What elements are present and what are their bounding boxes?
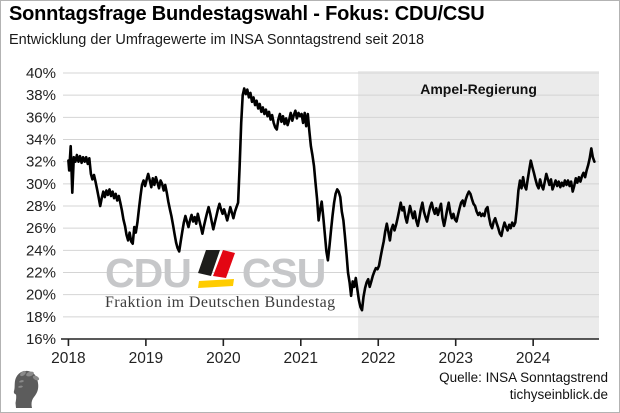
tichys-einblick-logo-icon [13, 370, 40, 408]
cdu-csu-logo-row: CDU CSU [105, 249, 336, 296]
y-tick-label: 30% [26, 176, 56, 193]
x-tick-label: 2023 [438, 350, 472, 367]
x-tick-label: 2020 [206, 350, 241, 367]
x-tick-label: 2024 [516, 350, 551, 367]
poll-line [67, 87, 596, 312]
y-tick-label: 34% [26, 132, 56, 149]
fraktion-caption: Fraktion im Deutschen Bundestag [105, 294, 336, 311]
y-tick-label: 38% [26, 87, 56, 104]
x-tick-label: 2019 [129, 350, 163, 367]
page-title: Sonntagsfrage Bundestagswahl - Fokus: CD… [9, 3, 485, 25]
cdu-wordmark: CDU [105, 249, 192, 296]
y-tick-label: 40% [26, 65, 56, 82]
y-tick-label: 26% [26, 220, 56, 237]
x-tick-label: 2022 [361, 350, 395, 367]
cdu-csu-watermark: CDU CSU Fraktion im Deutschen Bundestag [105, 250, 336, 312]
ampel-regierung-annotation: Ampel-Regierung [420, 81, 537, 97]
source-credit: Quelle: INSA Sonntagstrend tichyseinblic… [439, 370, 608, 403]
german-flag-icon [197, 250, 235, 288]
csu-wordmark: CSU [241, 249, 327, 296]
x-tick-label: 2021 [284, 350, 318, 367]
y-tick-label: 22% [26, 265, 56, 282]
page-subtitle: Entwicklung der Umfragewerte im INSA Son… [9, 32, 425, 48]
y-tick-label: 20% [26, 287, 56, 304]
ampel-region-shade [358, 71, 599, 339]
y-tick-label: 24% [26, 242, 56, 259]
y-tick-label: 16% [26, 331, 56, 348]
y-tick-label: 36% [26, 109, 56, 126]
y-tick-label: 32% [26, 154, 56, 171]
site-line: tichyseinblick.de [509, 386, 608, 402]
y-tick-label: 28% [26, 198, 56, 215]
x-tick-label: 2018 [51, 350, 85, 367]
y-tick-label: 18% [26, 309, 56, 326]
source-line: Quelle: INSA Sonntagstrend [439, 370, 608, 385]
